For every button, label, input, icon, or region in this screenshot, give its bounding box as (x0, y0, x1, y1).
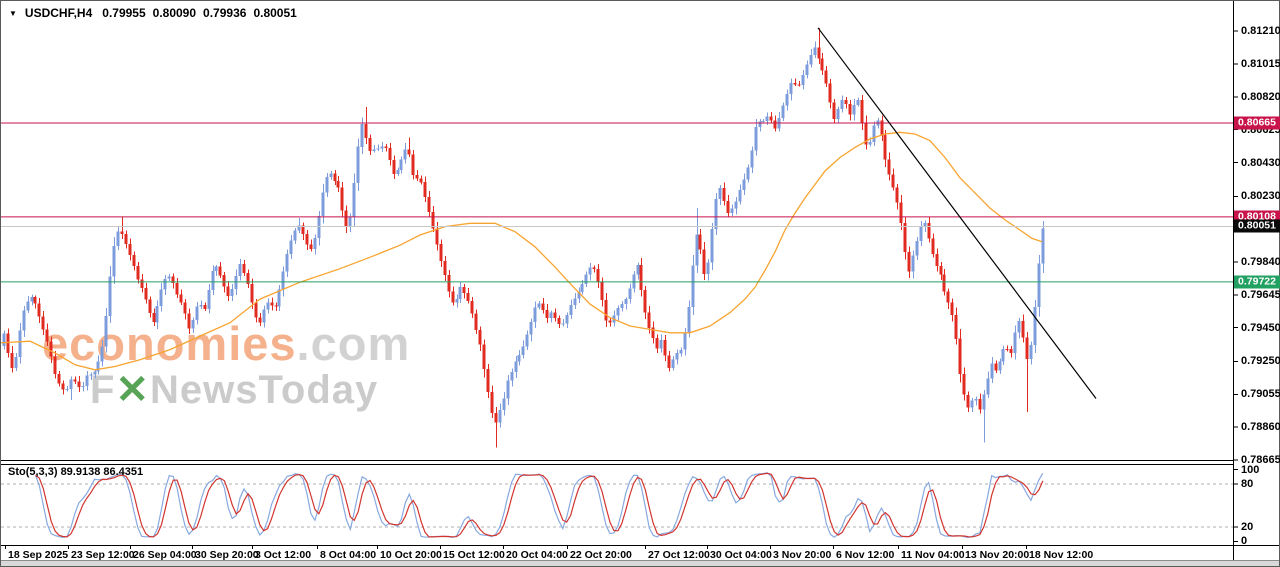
stochastic-label: Sto(5,3,3) 89.9138 86.4351 (8, 466, 144, 478)
ohlc-close: 0.80051 (253, 6, 297, 20)
ohlc-open: 0.79955 (102, 6, 146, 20)
watermark-economies-com: economies.com (42, 320, 410, 367)
ohlc-high: 0.80090 (152, 6, 197, 20)
ohlc-low: 0.79936 (203, 6, 247, 20)
watermark-x-glyph: ✕ (115, 368, 150, 412)
candlesticks (2, 27, 1045, 448)
symbol-period-label: USDCHF,H4 (24, 6, 93, 20)
watermark-sub-rest: NewsToday (149, 368, 379, 412)
watermark-sub-prefix: F (90, 368, 116, 412)
watermark-brand: economies (42, 317, 297, 370)
bottom-frame-band (0, 561, 1280, 567)
ma-line (0, 131, 1043, 371)
stoch-signal-line (35, 472, 1044, 538)
ohlc-header: ▼ USDCHF,H4 0.79955 0.80090 0.79936 0.80… (9, 6, 304, 20)
trendline[interactable] (817, 27, 1097, 399)
chevron-down-icon: ▼ (9, 8, 17, 18)
watermark: economies.com F✕NewsToday (42, 320, 410, 410)
watermark-fxnewstoday: F✕NewsToday (90, 370, 410, 410)
stoch-main-line (34, 472, 1044, 539)
watermark-domain: .com (296, 317, 411, 370)
